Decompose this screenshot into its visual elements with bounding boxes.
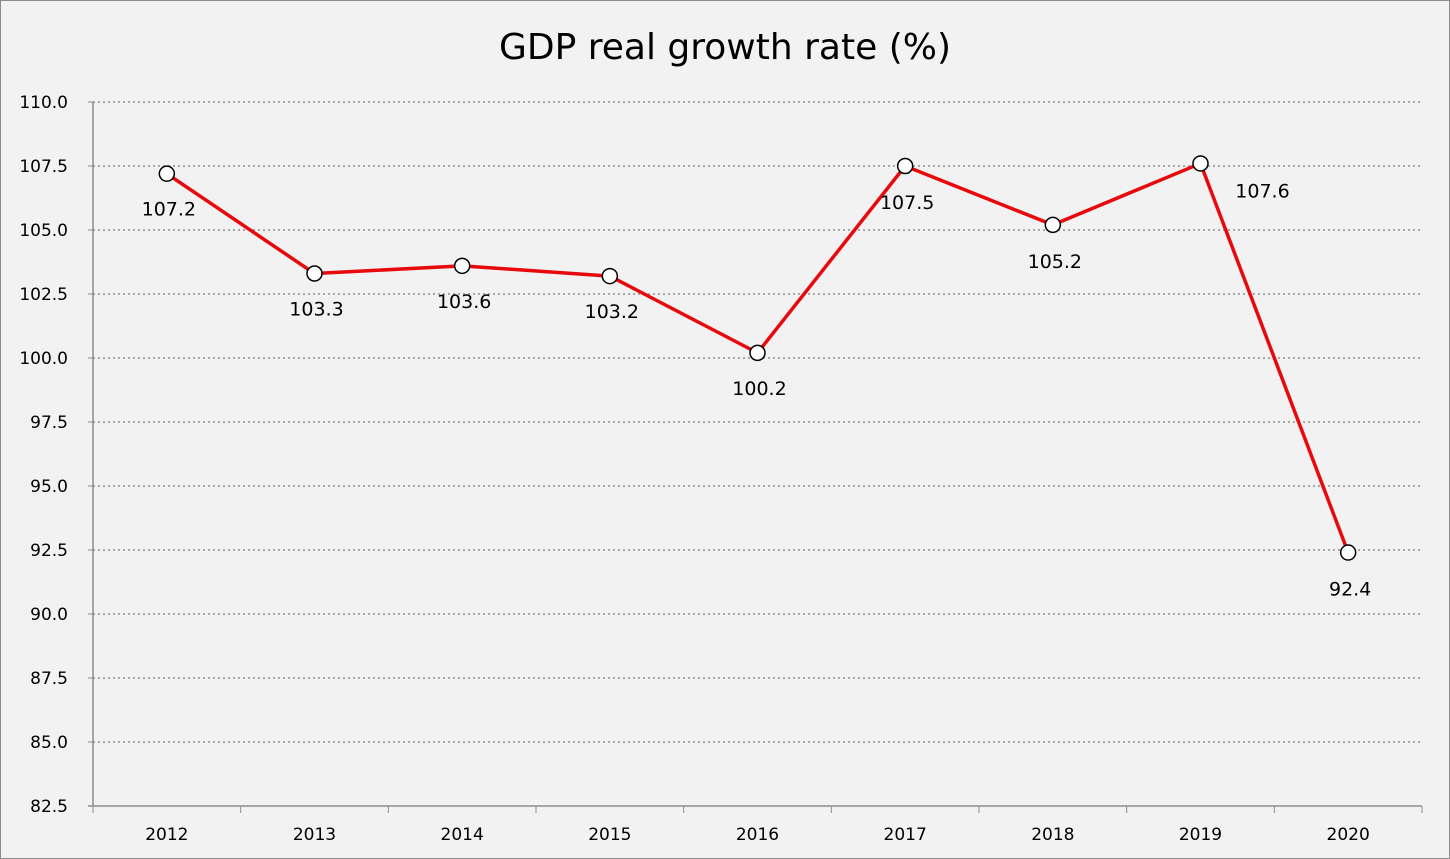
y-tick-label: 92.5 <box>30 541 68 561</box>
x-tick-label: 2013 <box>293 825 336 845</box>
data-label: 107.2 <box>142 199 196 221</box>
data-point <box>1044 216 1062 234</box>
data-labels: 107.2 103.3 103.6 103.2 100.2 107.5 105.2 107.6… <box>142 180 1372 600</box>
x-tick-label: 2017 <box>884 825 927 845</box>
y-tick-label: 82.5 <box>30 797 68 817</box>
y-tick-label: 85.0 <box>30 733 68 753</box>
y-tick-label: 95.0 <box>30 477 68 497</box>
axis-layer <box>88 101 1423 813</box>
y-tick-label: 105.0 <box>19 221 68 241</box>
x-tick-label: 2016 <box>736 825 779 845</box>
data-label: 103.6 <box>437 291 491 313</box>
data-point <box>158 165 176 182</box>
y-tick-labels: 110.0 107.5 105.0 102.5 100.0 97.5 95.0 92.5 90.… <box>19 93 68 817</box>
data-label: 103.2 <box>585 301 639 323</box>
x-tick-label: 2020 <box>1327 825 1370 845</box>
y-tick-label: 110.0 <box>19 93 68 113</box>
x-tick-labels: 2012 2013 2014 2015 2016 2017 2018 2019 2020 <box>145 825 1370 845</box>
x-tick-label: 2019 <box>1179 825 1222 845</box>
y-tick-label: 97.5 <box>30 413 68 433</box>
data-label: 107.5 <box>880 192 934 214</box>
data-point <box>896 157 914 175</box>
data-label: 105.2 <box>1028 251 1082 273</box>
y-tick-label: 87.5 <box>30 669 68 689</box>
x-tick-label: 2015 <box>588 825 631 845</box>
data-label: 92.4 <box>1329 579 1371 601</box>
y-tick-label: 107.5 <box>19 157 68 177</box>
data-point <box>601 267 619 285</box>
series-layer <box>158 155 1357 561</box>
y-tick-label: 100.0 <box>19 349 68 369</box>
data-label: 107.6 <box>1235 180 1289 202</box>
chart-title: GDP real growth rate (%) <box>498 27 951 68</box>
data-point <box>1339 544 1357 561</box>
data-point <box>306 265 323 282</box>
data-point <box>749 344 766 362</box>
x-tick-label: 2014 <box>441 825 484 845</box>
y-tick-label: 102.5 <box>19 285 68 305</box>
grid-layer <box>93 101 1422 743</box>
y-tick-label: 90.0 <box>30 605 68 625</box>
data-point <box>453 257 471 275</box>
x-tick-label: 2018 <box>1031 825 1074 845</box>
data-label: 100.2 <box>732 378 786 400</box>
data-point <box>1192 155 1209 172</box>
data-label: 103.3 <box>289 299 343 321</box>
x-tick-label: 2012 <box>145 825 188 845</box>
